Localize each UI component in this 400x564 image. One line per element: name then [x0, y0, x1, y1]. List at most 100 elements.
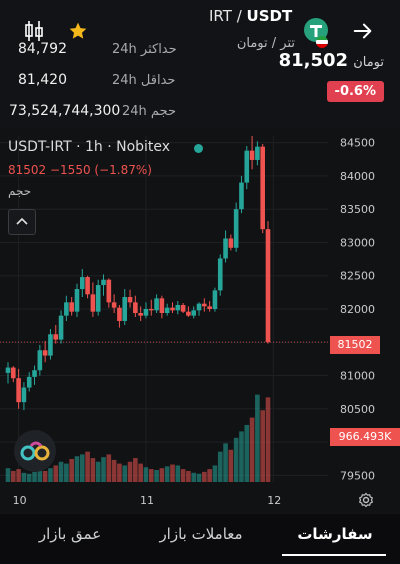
candle-body: [196, 303, 202, 311]
candle-body: [223, 238, 228, 259]
volume-bar: [21, 472, 27, 482]
candle-body: [117, 307, 122, 321]
candle-body: [16, 378, 21, 403]
x-tick-label: 12: [267, 494, 281, 507]
candle-body: [180, 305, 186, 312]
candle-body: [26, 376, 32, 388]
candle-body: [148, 309, 154, 311]
candle-body: [79, 277, 85, 290]
volume-bar: [207, 469, 212, 482]
x-tick-label: 10: [13, 494, 27, 507]
y-tick-label: 81000: [340, 370, 375, 383]
live-dot-icon: [194, 144, 203, 153]
candle-body: [170, 307, 175, 311]
volume-bar: [217, 451, 223, 482]
volume-bar: [127, 461, 133, 482]
volume-bar: [154, 470, 159, 482]
volume-bar: [265, 397, 271, 482]
price-value: 81,502: [278, 50, 349, 71]
volume-bar: [117, 463, 122, 482]
arrow-right-icon[interactable]: [352, 20, 374, 46]
chart-logo-button[interactable]: [14, 430, 56, 472]
volume-bar: [95, 461, 101, 482]
volume-bar: [90, 458, 96, 482]
tab-market-depth[interactable]: عمق بازار: [38, 525, 102, 543]
volume-bar: [32, 471, 37, 482]
candle-body: [90, 294, 96, 312]
candle-body: [186, 311, 191, 316]
collapse-legend-button[interactable]: [8, 209, 36, 235]
volume-bar: [233, 437, 239, 482]
candle-body: [249, 150, 255, 160]
candlestick-icon[interactable]: [24, 20, 44, 42]
volume-bar: [26, 473, 32, 482]
last-price-tag: 81502: [330, 336, 380, 354]
candle-body: [143, 309, 149, 316]
volume-bar: [101, 457, 106, 482]
candle-body: [101, 279, 106, 286]
settings-icon[interactable]: [358, 492, 374, 512]
chart-legend-ohlc: 81502 −1550 (−1.87%): [8, 163, 152, 177]
volume-bar: [58, 461, 64, 482]
candle-body: [207, 306, 212, 309]
volume-bar: [5, 468, 11, 482]
candle-body: [217, 258, 223, 291]
volume-bar: [64, 463, 69, 482]
candle-body: [127, 297, 133, 303]
candle-body: [239, 182, 244, 210]
candle-body: [53, 334, 59, 340]
chart-canvas[interactable]: 8450084000835008300082500820008150081000…: [0, 128, 400, 514]
stat-high-value: 84,792: [18, 41, 67, 57]
chart-legend-symbol: USDT-IRT · 1h · Nobitex: [8, 139, 171, 155]
stat-volume-value: 73,524,744,300: [9, 103, 121, 119]
volume-bar: [133, 458, 138, 482]
volume-bar: [138, 463, 143, 482]
volume-bar: [48, 468, 53, 482]
candle-body: [69, 302, 74, 312]
candle-body: [133, 302, 138, 313]
candle-body: [255, 146, 260, 160]
candle-body: [260, 146, 265, 230]
volume-bar: [85, 451, 90, 482]
candle-body: [159, 298, 165, 313]
pair-title: IRT / USDT: [209, 7, 292, 25]
candle-body: [64, 302, 69, 316]
tab-market-trades[interactable]: معاملات بازار: [159, 525, 243, 543]
volume-bar: [111, 459, 117, 482]
candle-body: [175, 305, 181, 311]
candle-body: [244, 150, 250, 183]
volume-indicator-label: حجم: [8, 184, 32, 198]
candle-body: [95, 285, 101, 312]
candle-body: [154, 298, 159, 311]
volume-bar: [79, 454, 85, 482]
volume-bar: [255, 394, 260, 482]
last-price: تومان 81,502: [279, 50, 384, 71]
price-chart[interactable]: 8450084000835008300082500820008150081000…: [0, 128, 400, 514]
bottom-tabs: عمق بازار معاملات بازار سفارشات: [0, 514, 400, 564]
link-logo-icon: [20, 441, 50, 461]
volume-bar: [37, 470, 43, 482]
star-icon[interactable]: [68, 21, 88, 45]
market-header: IRT / USDT تتر / تومان تومان 81,502 -0.6…: [0, 0, 400, 128]
y-tick-label: 84500: [340, 137, 375, 150]
pair-separator: /: [231, 7, 247, 25]
y-tick-label: 82000: [340, 303, 375, 316]
y-tick-label: 83500: [340, 203, 375, 216]
volume-bar: [239, 431, 244, 482]
iran-flag-icon: [316, 33, 328, 52]
volume-bar: [106, 454, 112, 482]
candle-body: [58, 315, 64, 340]
y-tick-label: 84000: [340, 170, 375, 183]
candle-body: [265, 229, 271, 343]
volume-tag: 966.493K: [330, 428, 400, 446]
volume-bar: [164, 466, 170, 482]
volume-bar: [180, 469, 186, 482]
candle-body: [122, 297, 128, 321]
volume-bar: [148, 469, 154, 482]
tab-orders[interactable]: سفارشات: [297, 525, 373, 543]
volume-bar: [196, 473, 202, 482]
volume-bar: [159, 468, 165, 482]
candle-body: [37, 350, 43, 371]
volume-bar: [143, 467, 149, 482]
volume-bar: [16, 469, 21, 482]
